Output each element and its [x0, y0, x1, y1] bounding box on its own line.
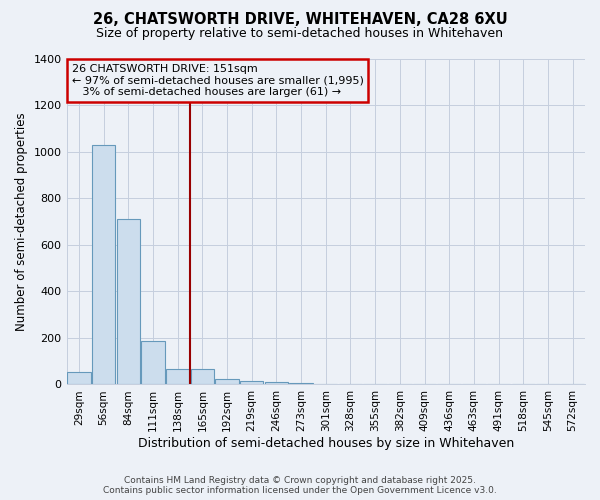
- X-axis label: Distribution of semi-detached houses by size in Whitehaven: Distribution of semi-detached houses by …: [137, 437, 514, 450]
- Bar: [265, 382, 288, 384]
- Bar: [191, 370, 214, 384]
- Bar: [166, 370, 190, 384]
- Bar: [141, 342, 164, 384]
- Text: 26 CHATSWORTH DRIVE: 151sqm
← 97% of semi-detached houses are smaller (1,995)
  : 26 CHATSWORTH DRIVE: 151sqm ← 97% of sem…: [72, 64, 364, 97]
- Y-axis label: Number of semi-detached properties: Number of semi-detached properties: [15, 112, 28, 331]
- Bar: [67, 372, 91, 384]
- Text: Size of property relative to semi-detached houses in Whitehaven: Size of property relative to semi-detach…: [97, 28, 503, 40]
- Bar: [240, 381, 263, 384]
- Bar: [116, 220, 140, 384]
- Text: 26, CHATSWORTH DRIVE, WHITEHAVEN, CA28 6XU: 26, CHATSWORTH DRIVE, WHITEHAVEN, CA28 6…: [92, 12, 508, 28]
- Bar: [215, 378, 239, 384]
- Bar: [92, 145, 115, 384]
- Text: Contains HM Land Registry data © Crown copyright and database right 2025.
Contai: Contains HM Land Registry data © Crown c…: [103, 476, 497, 495]
